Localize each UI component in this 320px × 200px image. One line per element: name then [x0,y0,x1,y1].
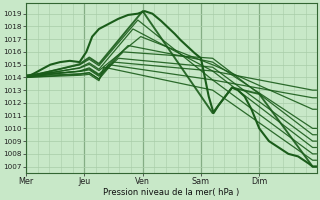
X-axis label: Pression niveau de la mer( hPa ): Pression niveau de la mer( hPa ) [103,188,239,197]
